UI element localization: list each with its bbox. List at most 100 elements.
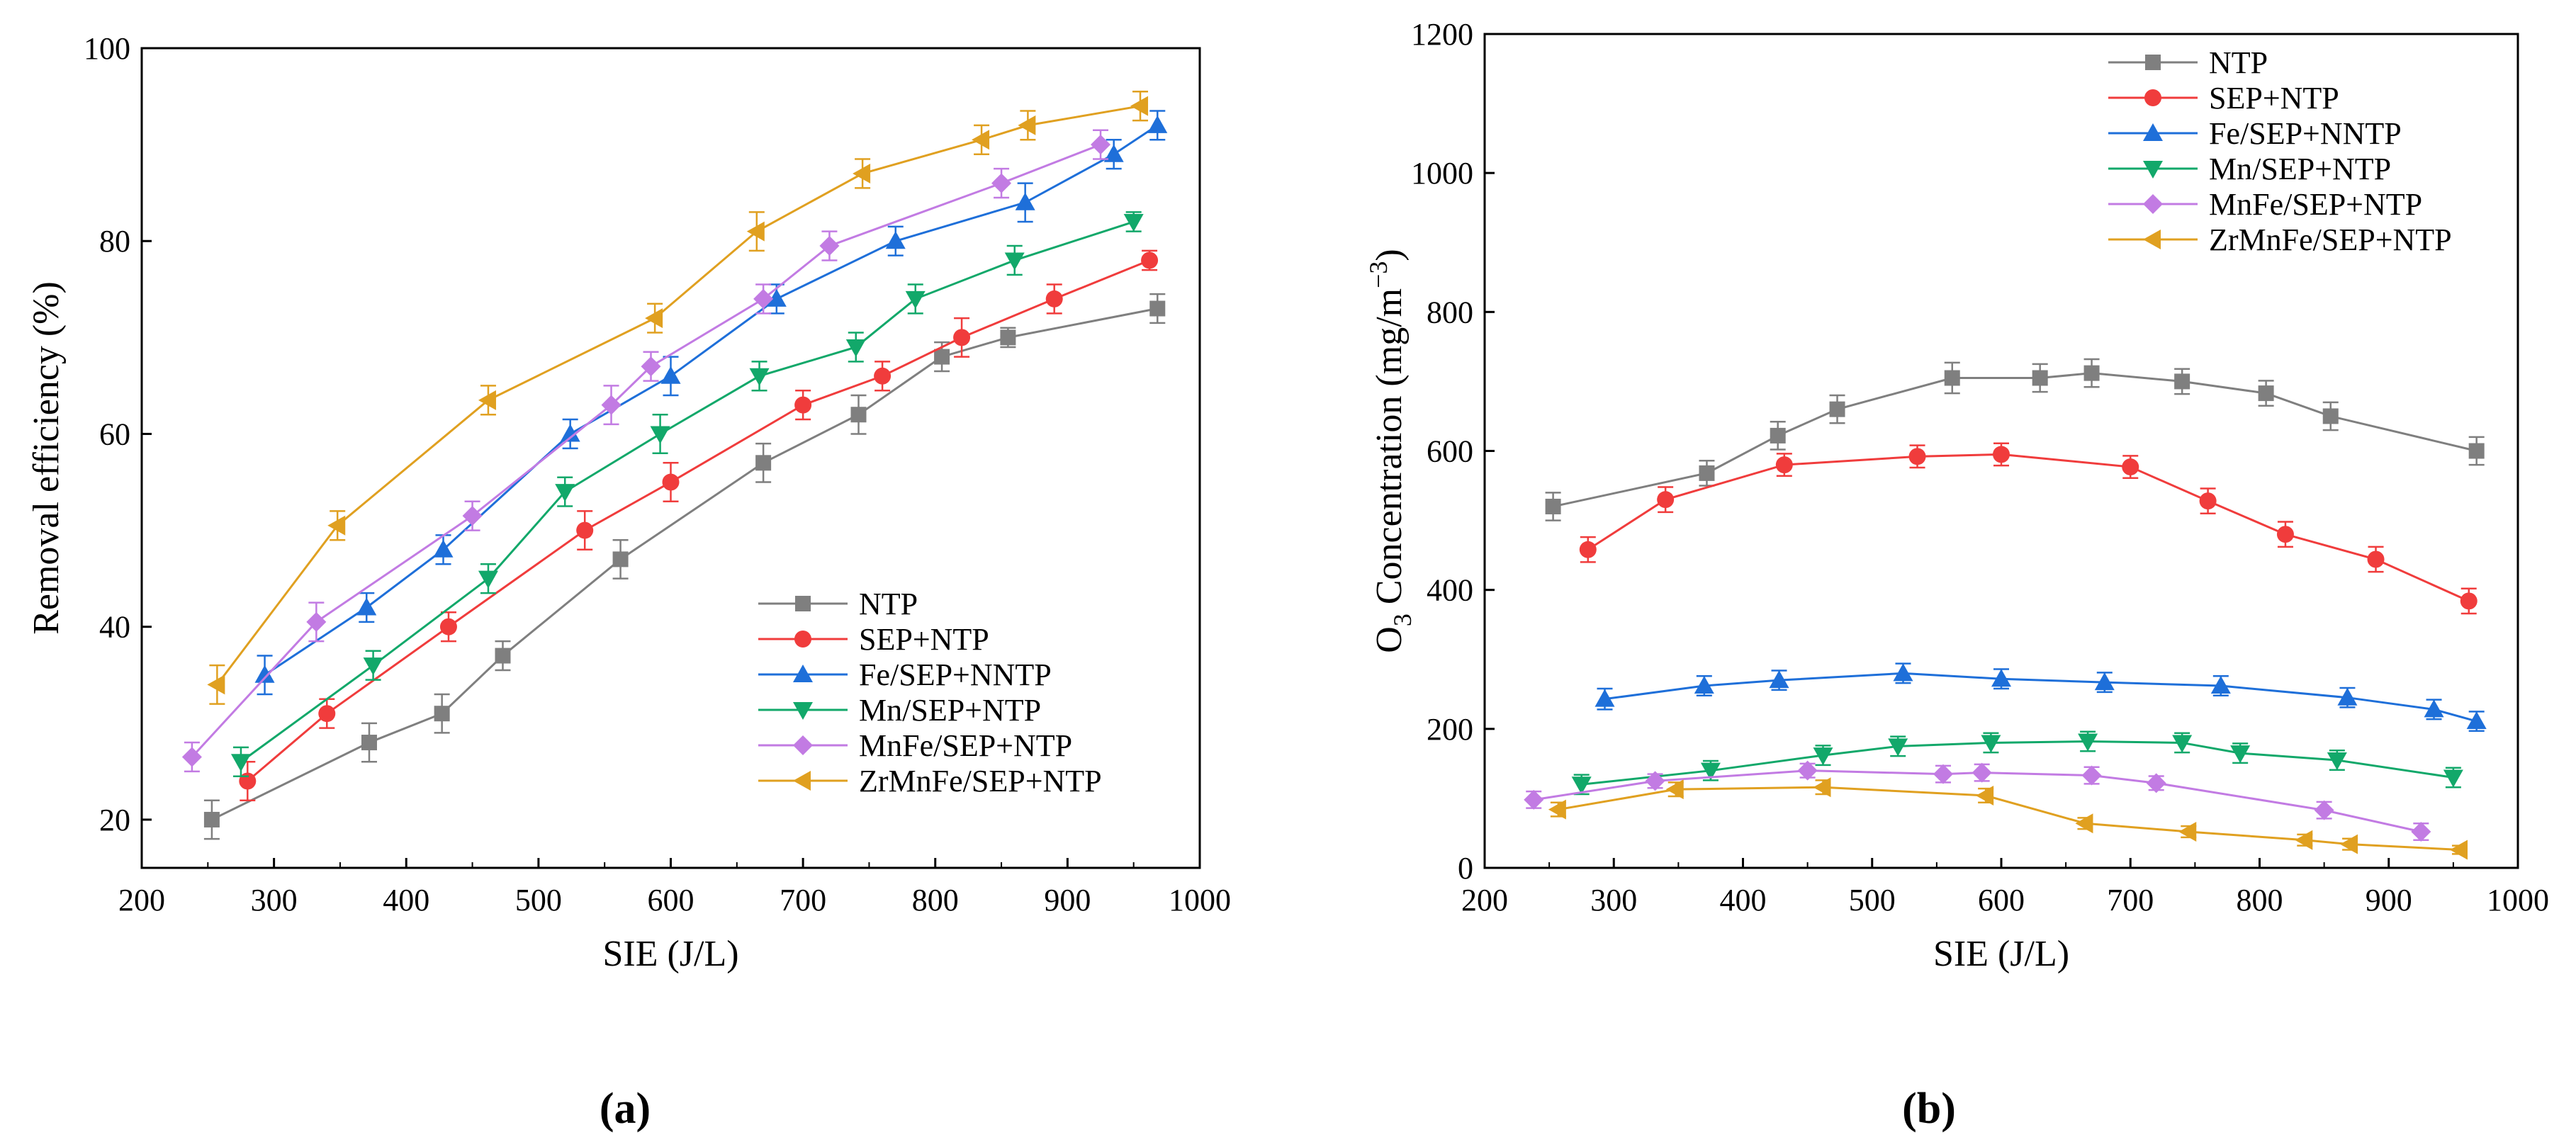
panel-a-data-point (203, 811, 220, 827)
panel-b-data-point (1933, 764, 1953, 784)
panel-a-data-point (495, 648, 511, 664)
panel-a-data-point (1130, 96, 1149, 116)
panel-a-data-point (972, 130, 990, 150)
panel-b-data-point (2468, 443, 2485, 459)
panel-a-data-point (1045, 290, 1063, 307)
panel-a-data-point (853, 163, 871, 183)
panel-b-data-point (1944, 370, 1960, 386)
panel-a-y-tick-label: 100 (84, 31, 130, 66)
panel-a-data-point (1147, 115, 1168, 133)
panel-a-y-tick-label: 20 (99, 803, 130, 837)
panel-b-data-point (2367, 550, 2385, 568)
panel-a-data-point (433, 539, 454, 558)
panel-a-data-point (478, 570, 498, 589)
panel-a-data-point (555, 484, 575, 502)
panel-b-data-point (1700, 762, 1721, 781)
panel-a-data-point (660, 366, 681, 384)
panel-b-x-tick-label: 300 (1590, 883, 1637, 917)
panel-a-series-mnfe-sep-ntp (181, 129, 1111, 773)
panel-b-series-fe-sep-nntp (1594, 662, 2487, 733)
panel-b-series-line (1553, 372, 2477, 508)
panel-a-removal-efficiency-chart: 200 300 400 500 600 700 800 900 1000 20 40 60 80 100 S… (26, 31, 1231, 974)
panel-a-data-point (645, 308, 663, 329)
panel-a-series-line (240, 220, 1135, 763)
panel-b-data-point (2199, 492, 2217, 510)
panel-b-data-point (1981, 735, 2001, 753)
panel-a-legend-marker (794, 631, 811, 648)
panel-a-data-point (650, 426, 670, 444)
panel-b-data-point (2295, 830, 2313, 850)
panel-a-legend-marker (793, 665, 813, 682)
panel-a-series-sep-ntp (239, 249, 1159, 801)
panel-b-legend-marker (2143, 194, 2163, 214)
panel-a-x-tick-label: 700 (780, 883, 826, 917)
panel-b-data-point (2337, 687, 2358, 706)
panel-b-y-axis-label-part: O (1369, 626, 1410, 653)
panel-b-data-point (1571, 776, 1592, 795)
panel-a-legend-label: NTP (859, 587, 918, 621)
panel-b-data-point (1548, 799, 1566, 820)
panel-a-data-point (953, 329, 971, 346)
panel-b-data-point (2122, 458, 2139, 476)
panel-a-data-point (612, 551, 629, 567)
panel-b-y-axis-label-part: ) (1369, 249, 1410, 261)
panel-a-legend-label: SEP+NTP (859, 622, 989, 657)
panel-a-data-point (1015, 192, 1035, 210)
panel-b-data-point (2078, 733, 2098, 752)
panel-a-legend-marker (793, 702, 813, 720)
panel-b-data-point (2230, 745, 2251, 764)
panel-b-data-point (1770, 427, 1786, 443)
panel-a-data-point (434, 706, 450, 722)
panel-b-data-point (2322, 408, 2339, 424)
panel-b-x-axis-label: SIE (J/L) (1933, 934, 2069, 974)
panel-a-data-point (576, 521, 594, 539)
panel-a-y-tick-label: 40 (99, 610, 130, 645)
panel-b-data-point (2276, 526, 2294, 543)
panel-b-data-point (1976, 785, 1994, 806)
panel-a-x-tick-label: 500 (515, 883, 562, 917)
panel-a-data-point (181, 747, 202, 767)
panel-b-data-point (1813, 747, 1833, 766)
panel-b-x-tick-label: 600 (1978, 883, 2025, 917)
panel-b-data-point (1775, 456, 1793, 474)
panel-a-data-point (991, 173, 1012, 193)
panel-a-legend-label: Mn/SEP+NTP (859, 693, 1041, 728)
panel-b-data-point (2075, 813, 2093, 834)
panel-b-o3-concentration-chart: 200 300 400 500 600 700 800 900 1000020040060080… (1364, 17, 2549, 974)
panel-b-data-point (2314, 800, 2334, 820)
panel-a-data-point (934, 349, 950, 365)
panel-b-data-point (2172, 735, 2193, 753)
panel-a-label: (a) (600, 1085, 651, 1133)
panel-b-data-point (2411, 821, 2431, 842)
panel-b-data-point (1645, 771, 1665, 791)
panel-a-data-point (874, 367, 892, 385)
panel-a-data-point (306, 611, 327, 632)
panel-a-x-axis-label: SIE (J/L) (602, 934, 738, 974)
panel-b-series-mn-sep-ntp (1571, 730, 2463, 796)
panel-a-data-point (746, 221, 765, 242)
panel-b-series-line (1534, 769, 2422, 833)
panel-b-y-tick-label: 1000 (1411, 156, 1473, 191)
panel-b-series-line (1581, 740, 2454, 786)
panel-a-data-point (478, 390, 496, 410)
panel-a-data-point (1091, 135, 1111, 155)
panel-a-data-point (819, 236, 840, 256)
panel-a-data-point (1103, 144, 1124, 162)
panel-a-data-point (1123, 214, 1144, 232)
panel-b-x-tick-label: 700 (2107, 883, 2154, 917)
panel-a-data-point (254, 665, 275, 683)
panel-a-data-point (601, 395, 621, 415)
panel-b-y-tick-label: 1200 (1411, 17, 1473, 52)
panel-a-data-point (1149, 300, 1166, 317)
panel-a-legend-label: MnFe/SEP+NTP (859, 728, 1072, 763)
panel-a-data-point (318, 705, 336, 723)
panel-b-data-point (2083, 365, 2100, 381)
panel-a-data-point (662, 473, 680, 491)
panel-b-data-point (2032, 370, 2048, 386)
panel-a-data-point (755, 455, 772, 471)
panel-b-x-tick-label: 200 (1461, 883, 1508, 917)
panel-b-legend: NTPSEP+NTPFe/SEP+NNTPMn/SEP+NTPMnFe/SEP+… (2108, 45, 2452, 257)
panel-a-legend-label: Fe/SEP+NNTP (859, 657, 1052, 692)
panel-b-data-point (2174, 373, 2190, 390)
panel-a-data-point (1141, 252, 1159, 269)
